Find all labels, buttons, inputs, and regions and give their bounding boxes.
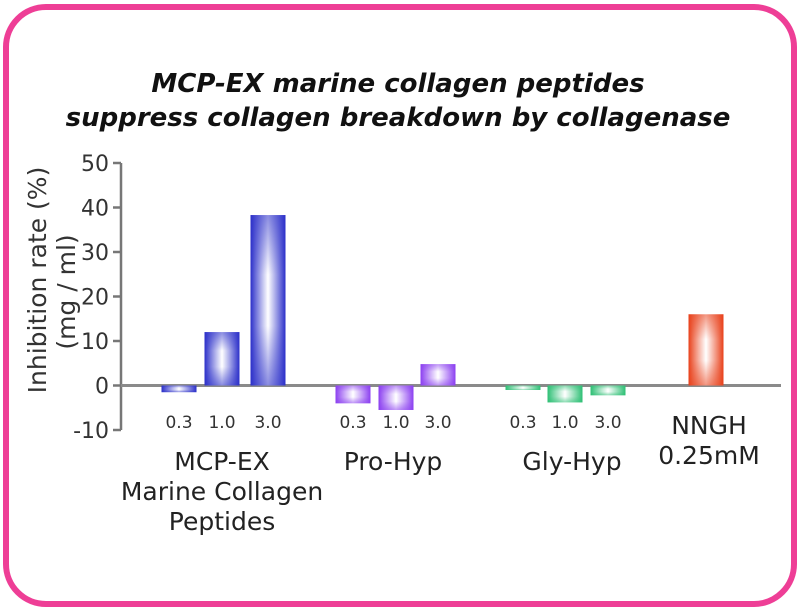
bar-shade [420,364,456,386]
y-tick-label: 30 [81,241,109,266]
dose-label: 1.0 [208,413,235,433]
chart-title-line-2: suppress collagen breakdown by collagena… [66,103,731,133]
chart-title-line-1: MCP-EX marine collagen peptides [151,69,644,99]
dose-label: 1.0 [551,413,578,433]
y-tick-label: 20 [81,286,109,311]
bars [161,215,724,410]
dose-label: 0.3 [509,413,536,433]
bar-shade [505,385,541,390]
dose-label: 3.0 [424,413,451,433]
bar-shade [204,332,240,386]
y-tick-label: 10 [81,330,109,355]
y-axis-label-line-2: (mg / ml) [52,234,81,349]
bar-shade [378,385,414,410]
dose-label: 3.0 [254,413,281,433]
card-frame [3,4,797,607]
group-label: Gly-Hyp [522,447,621,476]
y-tick-label: -10 [73,419,109,444]
y-tick-label: 0 [95,375,109,400]
dose-label: 1.0 [382,413,409,433]
y-tick-label: 40 [81,197,109,222]
y-axis-label: Inhibition rate (%) (mg / ml) [23,167,81,394]
bar-shade [250,215,286,386]
bar-shade [161,385,197,393]
group-label: Peptides [169,507,275,536]
group-label: Pro-Hyp [344,447,443,476]
y-tick-label: 50 [81,152,109,177]
chart-title: MCP-EX marine collagen peptides suppress… [66,69,731,133]
y-axis-label-line-1: Inhibition rate (%) [23,167,52,394]
dose-label: 0.3 [339,413,366,433]
group-label: NNGH [671,411,747,440]
group-label: MCP-EX [174,447,270,476]
dose-label: 3.0 [594,413,621,433]
bar-shade [335,385,371,404]
bar-shade [590,385,626,396]
dose-label: 0.3 [165,413,192,433]
bar-shade [688,314,724,386]
bar-shade [547,385,583,403]
group-label: 0.25mM [658,441,760,470]
group-label: Marine Collagen [121,477,323,506]
